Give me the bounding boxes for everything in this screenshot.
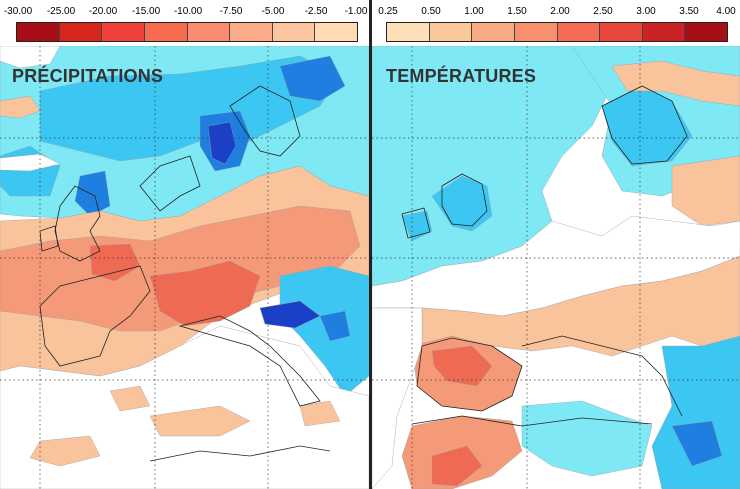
negative-anomaly-area	[259, 300, 321, 329]
positive-anomaly-area	[611, 60, 740, 107]
temperature-map	[372, 46, 740, 489]
coastline	[411, 415, 653, 427]
legend-swatch	[472, 23, 515, 41]
coastline	[178, 315, 321, 407]
legend-swatch	[514, 23, 558, 41]
coastline	[149, 445, 331, 462]
negative-anomaly-area	[319, 310, 351, 342]
positive-anomaly-area	[431, 345, 493, 387]
negative-anomaly-area	[39, 55, 341, 162]
legend-tick: 1.50	[507, 6, 527, 17]
precipitation-color-bar	[16, 22, 358, 42]
legend-tick: -15.00	[131, 6, 161, 17]
legend-tick: 1.00	[464, 6, 484, 17]
graticule	[372, 46, 740, 489]
legend-tick: 2.50	[593, 6, 613, 17]
legend-tick: -30.00	[3, 6, 33, 17]
legend-swatch	[17, 23, 60, 41]
no-anomaly-area	[372, 307, 423, 489]
coastline	[39, 265, 151, 367]
no-anomaly-area	[0, 46, 61, 69]
legend-swatch	[187, 23, 231, 41]
coastline	[441, 173, 488, 227]
coastline	[401, 207, 431, 239]
legend-tick: -7.50	[219, 6, 243, 17]
positive-anomaly-area	[0, 95, 41, 119]
positive-anomaly-area	[109, 385, 151, 412]
legend-tick: -10.00	[173, 6, 203, 17]
positive-anomaly-area	[149, 260, 261, 327]
positive-anomaly-area	[29, 435, 101, 467]
precipitation-map-title: PRÉCIPITATIONS	[12, 66, 164, 86]
legend-swatch	[642, 23, 686, 41]
temperature-legend-ticks: 0.25 0.50 1.00 1.50 2.00 2.50 3.00 3.50 …	[372, 6, 740, 20]
positive-anomaly-area	[671, 155, 740, 227]
negative-anomaly-area	[671, 420, 723, 467]
legend-tick: -5.00	[261, 6, 285, 17]
legend-swatch	[102, 23, 145, 41]
positive-anomaly-area	[149, 405, 251, 437]
coastline	[139, 155, 201, 212]
legend-swatch	[272, 23, 316, 41]
legend-tick: 3.00	[636, 6, 656, 17]
legend-tick: 2.00	[550, 6, 570, 17]
legend-tick: 0.25	[378, 6, 398, 17]
legend-swatch	[315, 23, 357, 41]
temperature-legend: 0.25 0.50 1.00 1.50 2.00 2.50 3.00 3.50 …	[372, 0, 740, 46]
positive-anomaly-area	[431, 445, 483, 487]
panel-divider	[369, 0, 372, 489]
legend-swatch	[144, 23, 188, 41]
legend-tick: -1.00	[344, 6, 368, 17]
coastline	[416, 337, 523, 412]
legend-swatch	[600, 23, 643, 41]
legend-tick: -25.00	[46, 6, 76, 17]
positive-anomaly-area	[89, 243, 141, 282]
temperature-map-title: TEMPÉRATURES	[386, 66, 537, 86]
precipitation-map-canvas	[0, 46, 369, 489]
negative-anomaly-area	[431, 175, 493, 232]
temperature-color-bar	[386, 22, 728, 42]
negative-anomaly-area	[279, 55, 346, 102]
coastline	[521, 335, 683, 417]
legend-swatch	[557, 23, 601, 41]
coastline	[39, 225, 59, 252]
precipitation-legend: -30.00 -25.00 -20.00 -15.00 -10.00 -7.50…	[0, 0, 369, 46]
precipitation-panel: -30.00 -25.00 -20.00 -15.00 -10.00 -7.50…	[0, 0, 369, 489]
legend-tick: 3.50	[679, 6, 699, 17]
legend-tick: -2.50	[304, 6, 328, 17]
legend-tick: 0.50	[421, 6, 441, 17]
legend-swatch	[685, 23, 727, 41]
coastline	[229, 85, 301, 157]
negative-anomaly-area	[651, 335, 740, 489]
precipitation-legend-ticks: -30.00 -25.00 -20.00 -15.00 -10.00 -7.50…	[0, 6, 369, 20]
temperature-panel: 0.25 0.50 1.00 1.50 2.00 2.50 3.00 3.50 …	[372, 0, 740, 489]
temperature-map-canvas	[372, 46, 740, 489]
precipitation-map	[0, 46, 369, 489]
coastline	[601, 85, 688, 165]
graticule	[0, 46, 369, 489]
no-anomaly-area	[0, 153, 61, 172]
negative-anomaly-area	[521, 400, 653, 477]
legend-swatch	[387, 23, 430, 41]
legend-swatch	[429, 23, 473, 41]
negative-anomaly-area	[207, 121, 237, 165]
positive-anomaly-area	[299, 400, 341, 427]
legend-swatch	[230, 23, 273, 41]
legend-tick: 4.00	[716, 6, 736, 17]
legend-swatch	[59, 23, 103, 41]
legend-tick: -20.00	[88, 6, 118, 17]
